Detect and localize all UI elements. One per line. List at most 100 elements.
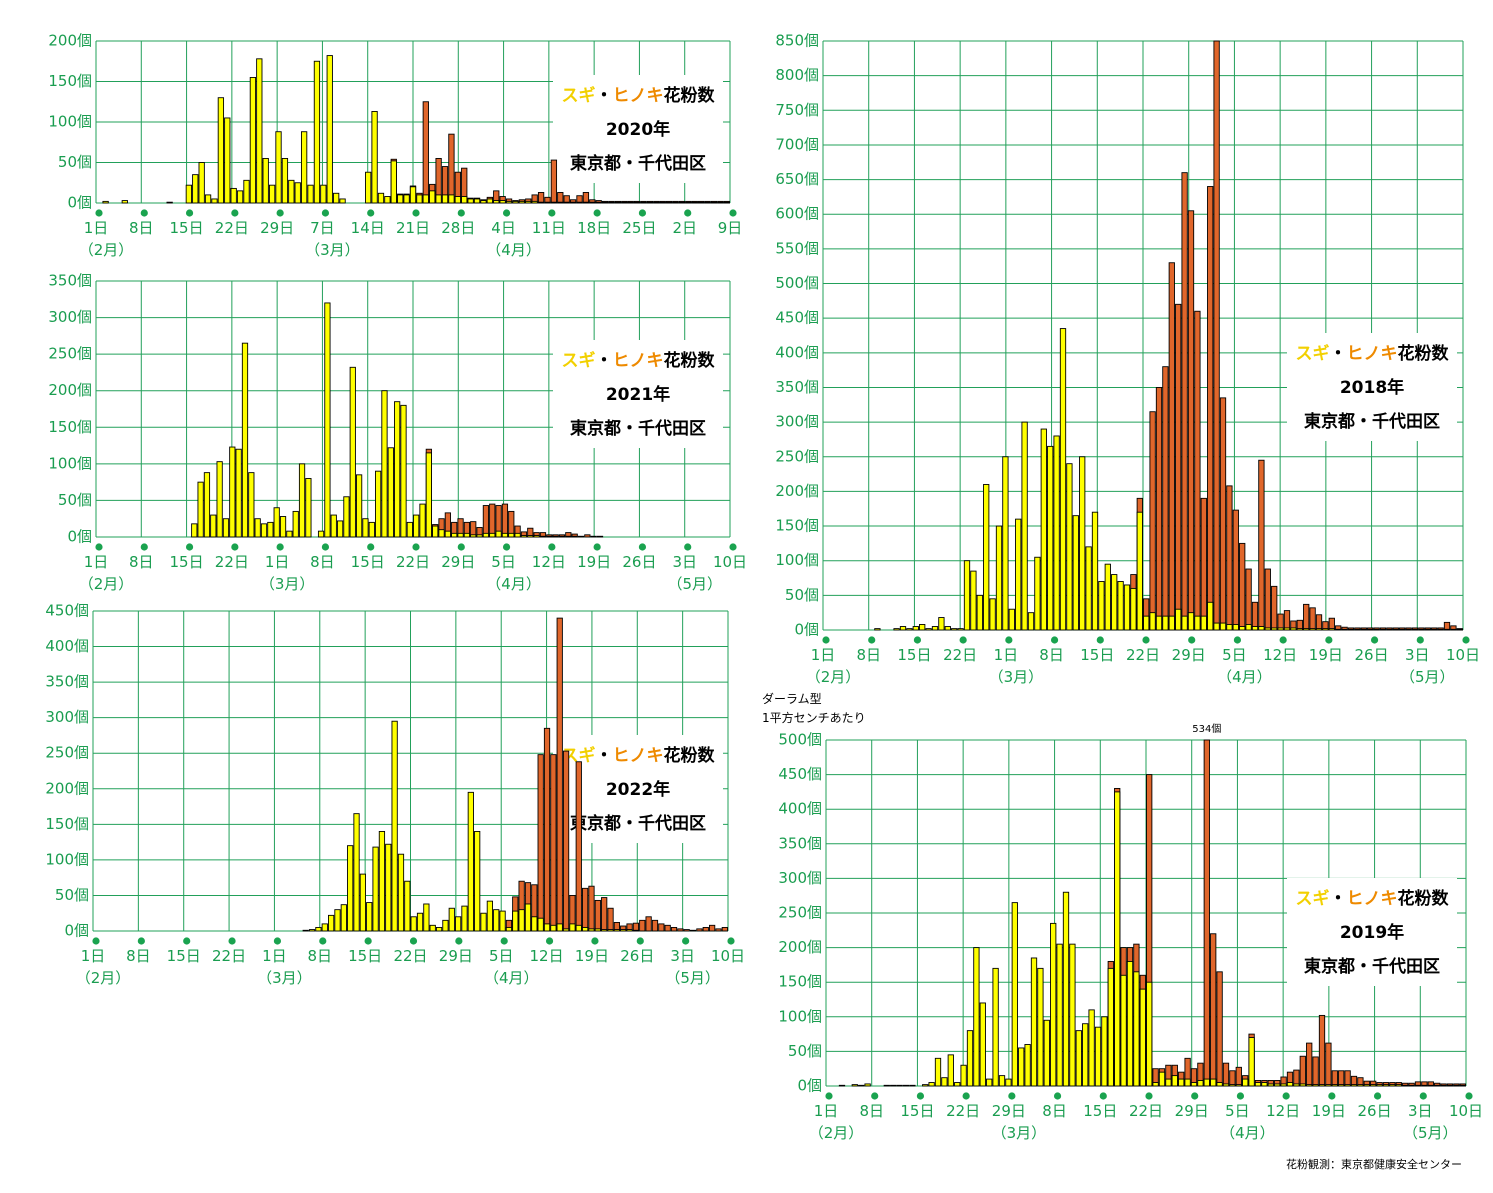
x-tick-dot <box>1419 1092 1427 1100</box>
x-tick-dot <box>684 543 692 551</box>
x-tick-dot <box>636 937 644 945</box>
bar-sugi <box>571 535 578 538</box>
bar-sugi <box>1149 612 1156 631</box>
bar-sugi <box>1347 628 1355 631</box>
bar-sugi <box>1267 1083 1274 1087</box>
bar-sugi <box>419 503 426 538</box>
bar-sugi <box>365 171 372 204</box>
x-tick-dot <box>231 543 239 551</box>
bar-sugi <box>349 366 356 538</box>
x-tick-dot <box>916 1092 925 1100</box>
bar-sugi <box>353 813 360 932</box>
bar-sugi <box>1104 563 1111 631</box>
bar-sugi <box>435 194 442 204</box>
x-tick-dot <box>500 937 508 945</box>
x-tick-label: 29日 <box>992 1102 1026 1120</box>
x-tick-label: 11日 <box>532 219 566 237</box>
bar-sugi <box>518 909 525 932</box>
bar-hinoki <box>1175 303 1182 631</box>
bar-sugi <box>928 1082 935 1087</box>
bar-sugi <box>512 910 519 932</box>
bar-sugi <box>992 967 999 1087</box>
x-tick-dot <box>1465 1092 1473 1100</box>
bar-hinoki <box>1264 568 1271 631</box>
month-label: （2月） <box>809 1124 864 1142</box>
y-tick-label: 650個 <box>775 170 819 188</box>
bar-sugi <box>222 518 230 538</box>
bar-sugi <box>552 535 559 538</box>
year-label: 2019年 <box>1340 922 1404 943</box>
bar-sugi <box>1379 628 1387 631</box>
bar-hinoki <box>1315 614 1323 631</box>
bar-hinoki <box>575 761 582 932</box>
bar-sugi <box>1280 1083 1287 1087</box>
bar-hinoki <box>1318 1014 1326 1087</box>
x-tick-dot <box>1053 1092 1062 1100</box>
bar-sugi <box>308 929 316 932</box>
bar-hinoki <box>702 926 709 932</box>
bar-sugi <box>384 196 391 204</box>
bar-sugi <box>1367 628 1374 631</box>
bar-sugi <box>1043 1019 1050 1087</box>
x-tick-dot <box>364 937 372 945</box>
bar-sugi <box>235 448 242 538</box>
bar-sugi <box>1434 1084 1441 1087</box>
y-tick-label: 0個 <box>797 1077 822 1095</box>
title-dot: ・ <box>596 351 613 371</box>
bar-hinoki <box>584 534 591 538</box>
bar-hinoki <box>582 192 590 204</box>
bar-sugi <box>890 1084 897 1087</box>
y-tick-label: 400個 <box>45 637 89 655</box>
bar-hinoki <box>1226 485 1233 631</box>
y-tick-label: 0個 <box>64 922 89 940</box>
y-tick-label: 350個 <box>778 834 822 852</box>
x-tick-label: 12日 <box>532 553 566 571</box>
month-label: （4月） <box>484 969 539 987</box>
y-tick-label: 0個 <box>794 621 819 639</box>
bar-sugi <box>565 535 572 538</box>
bar-hinoki <box>1443 621 1451 631</box>
bar-sugi <box>260 523 268 538</box>
x-tick-label: 15日 <box>170 219 204 237</box>
bar-sugi <box>1059 328 1067 631</box>
title-hinoki: ヒノキ <box>613 746 664 766</box>
bar-sugi <box>520 535 528 538</box>
bar-sugi <box>254 518 261 538</box>
bar-sugi <box>336 520 344 538</box>
x-tick-dot <box>1370 636 1379 644</box>
x-tick-dot <box>1236 1092 1245 1100</box>
bar-sugi <box>1386 628 1393 631</box>
bar-sugi <box>1245 624 1252 631</box>
bar-sugi <box>1331 1084 1338 1087</box>
bar-sugi <box>582 201 590 204</box>
bar-sugi <box>1341 628 1348 631</box>
x-tick-label: 1日 <box>84 553 109 571</box>
bar-hinoki <box>632 922 640 932</box>
bar-sugi <box>501 532 509 538</box>
bar-sugi <box>429 924 436 932</box>
bar-sugi <box>1283 627 1291 631</box>
bar-sugi <box>998 1075 1006 1087</box>
bar-hinoki <box>1222 1062 1230 1087</box>
bar-sugi <box>474 830 481 932</box>
y-tick-label: 50個 <box>788 1042 822 1060</box>
bar-sugi <box>256 58 263 204</box>
bar-hinoki <box>537 754 544 932</box>
x-tick-label: 15日 <box>167 947 201 965</box>
bar-sugi <box>1075 1030 1082 1087</box>
bar-sugi <box>489 532 496 538</box>
bar-sugi <box>461 196 468 204</box>
x-tick-dot <box>1142 636 1150 644</box>
bar-sugi <box>1325 1084 1332 1087</box>
month-label: （2月） <box>806 668 861 686</box>
y-tick-label: 300個 <box>48 308 92 326</box>
bar-sugi <box>627 201 634 204</box>
bar-sugi <box>550 924 557 932</box>
bar-sugi <box>588 928 595 932</box>
x-tick-label: 1日 <box>81 947 106 965</box>
month-label: （5月） <box>1403 1124 1458 1142</box>
bar-sugi <box>550 201 558 204</box>
bar-sugi <box>324 302 331 538</box>
x-tick-dot <box>684 209 692 217</box>
bar-sugi <box>558 535 566 538</box>
